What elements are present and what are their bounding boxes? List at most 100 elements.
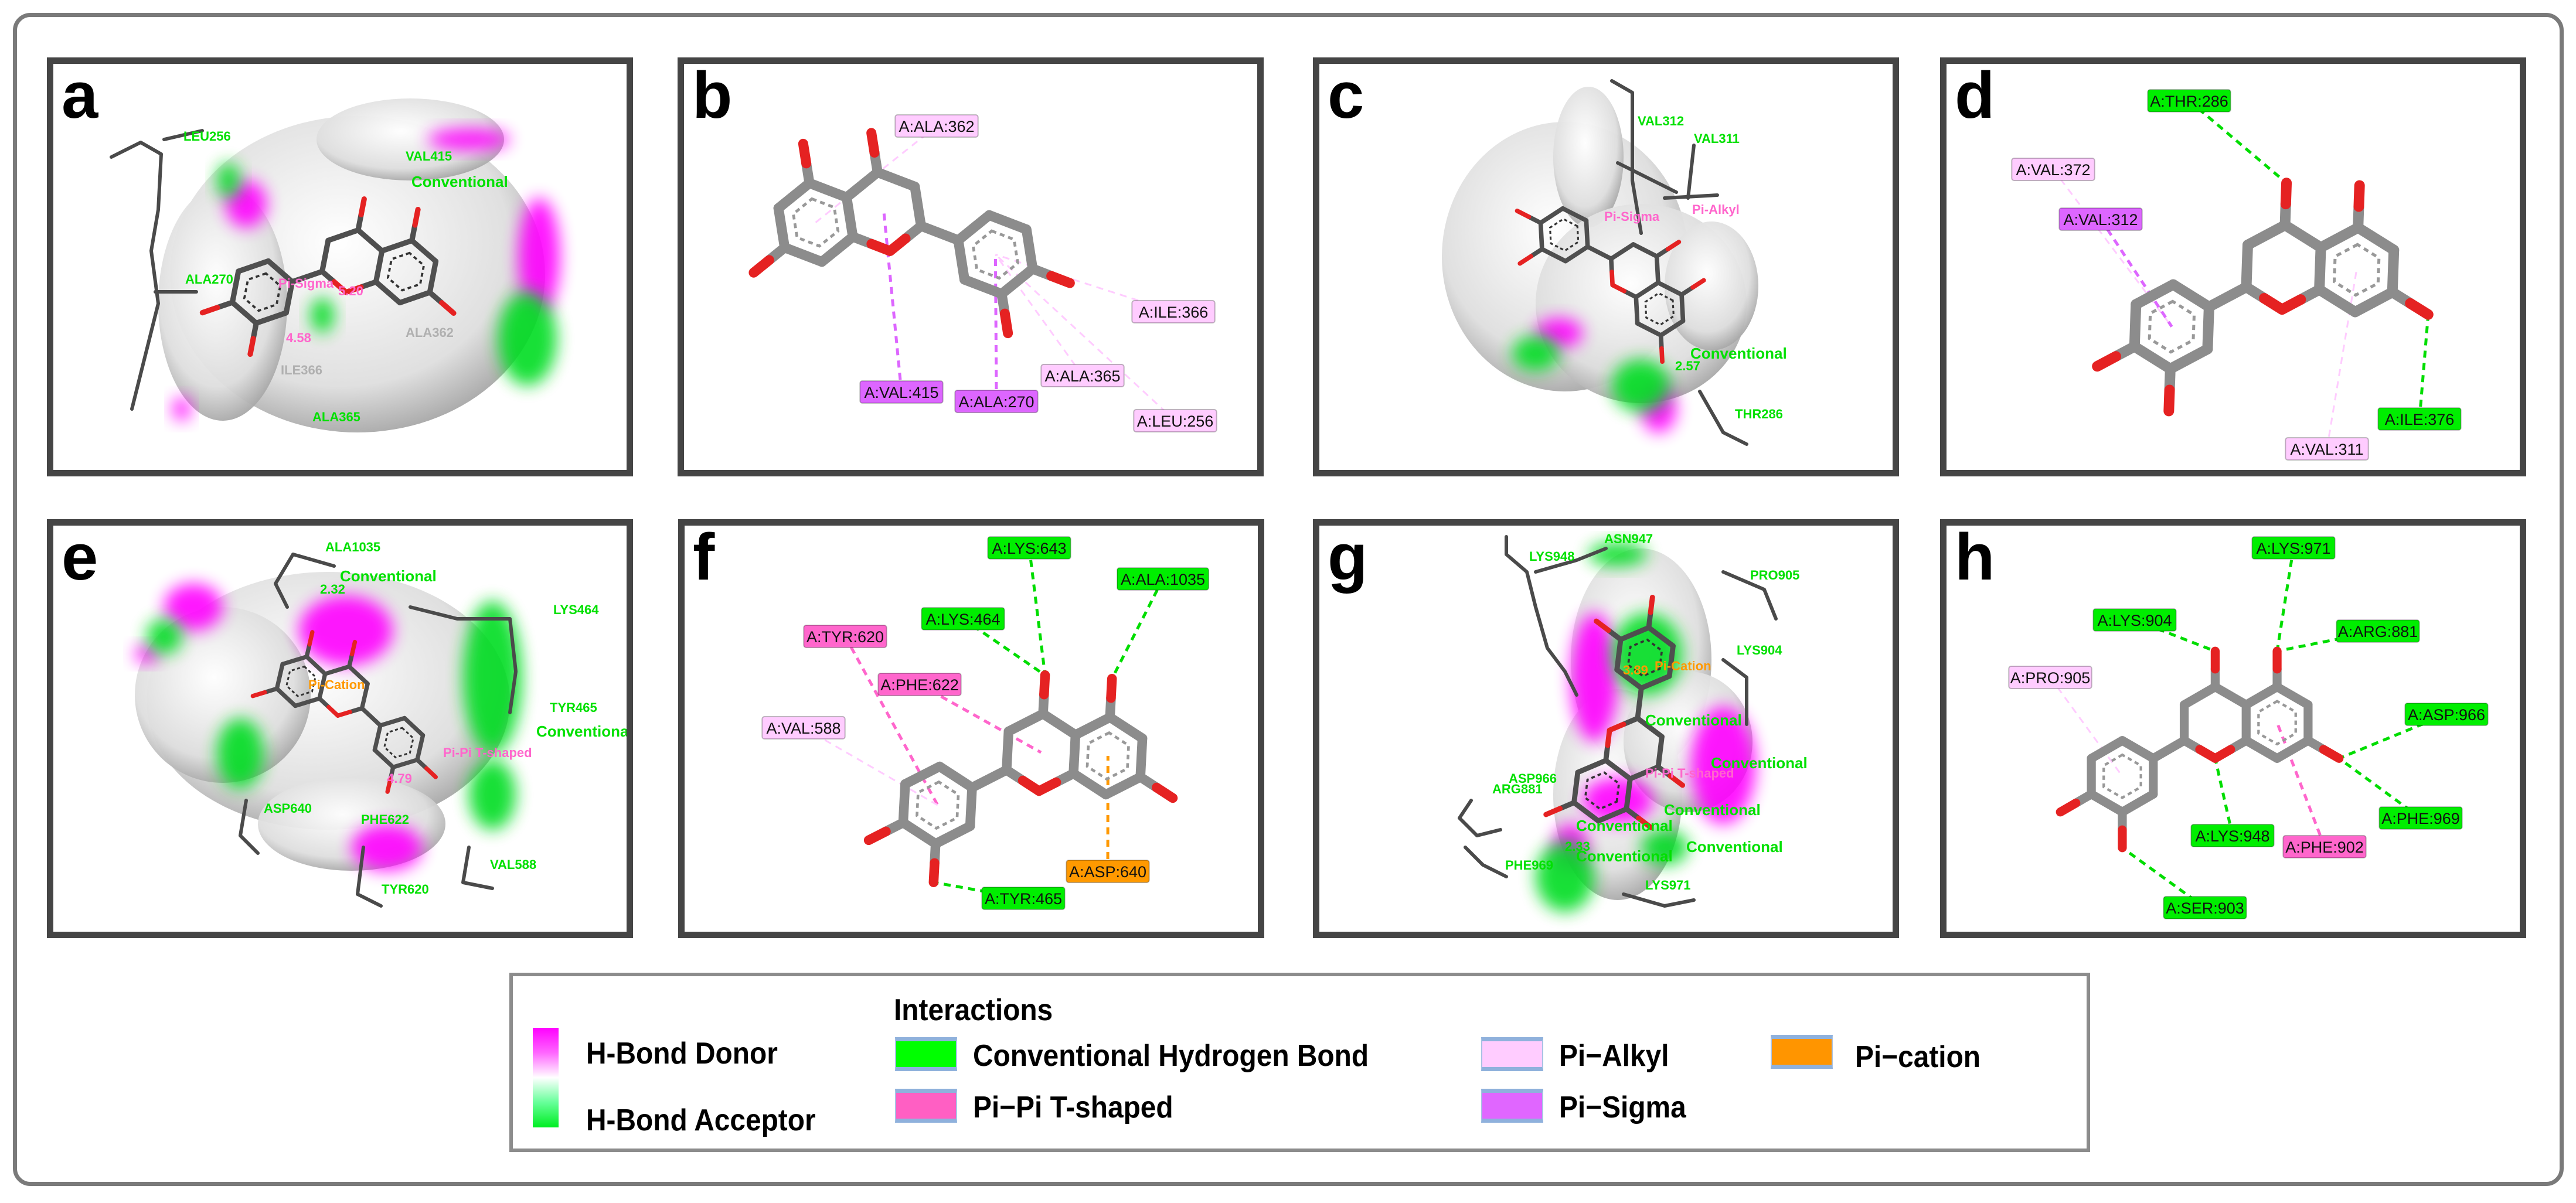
bond <box>967 765 1012 793</box>
legend-title: Interactions <box>894 993 1053 1027</box>
bond <box>2202 301 2214 355</box>
bond <box>415 733 426 762</box>
hbond-donor-patch <box>352 824 422 871</box>
residue-label-box <box>1040 364 1125 387</box>
residue-label-text: A:LYS:971 <box>2256 540 2330 557</box>
surface-annotation: 2.33 <box>1565 839 1590 854</box>
residue-label: A:ALA:270 <box>954 390 1039 413</box>
bond <box>236 258 271 274</box>
bond <box>1540 247 1568 264</box>
residue-label-box <box>2147 89 2231 113</box>
bond <box>1656 280 1684 297</box>
residue-label-box <box>877 673 962 696</box>
bond <box>280 655 309 666</box>
bond <box>2118 736 2158 763</box>
bond <box>1135 733 1148 782</box>
residue-label-box <box>921 607 1005 631</box>
bond <box>2129 299 2142 352</box>
bond <box>323 664 352 676</box>
residue-label-text: A:THR:286 <box>2150 93 2228 110</box>
surface-annotation: Pi-Alkyl <box>1692 202 1740 217</box>
residue-label-text: A:VAL:415 <box>864 384 938 401</box>
residue-label: A:ALA:1035 <box>1117 567 1209 591</box>
residue-label-text: A:ALA:362 <box>899 118 974 135</box>
ligand-molecule <box>1543 594 1686 830</box>
bond <box>1038 708 1081 740</box>
residue-label-box <box>859 380 944 404</box>
bond <box>2314 284 2361 318</box>
ligand-molecule <box>2056 646 2344 853</box>
bond <box>2179 682 2220 710</box>
residue-stick <box>461 846 494 890</box>
residue-label: A:ALA:365 <box>1040 364 1125 387</box>
oxygen-bond <box>1039 670 1050 700</box>
bond <box>1575 758 1609 775</box>
bond <box>379 237 415 254</box>
oxygen-bond <box>1517 254 1533 266</box>
residue-label-text: A:LYS:948 <box>2195 827 2269 845</box>
residue-label: A:ASP:640 <box>1066 860 1150 883</box>
surface-annotation: ALA362 <box>406 325 454 340</box>
interaction-line-conventional-hydrogen-bond <box>2418 314 2430 420</box>
residue-label-text: A:PHE:622 <box>880 676 959 694</box>
bond <box>2241 682 2282 710</box>
residue-label: A:ILE:366 <box>1131 300 1216 323</box>
surface-annotation: ASP640 <box>264 801 312 816</box>
bond <box>2242 220 2291 250</box>
residue-stick <box>1505 535 1578 697</box>
bond <box>402 715 426 738</box>
residue-label-text: A:ILE:376 <box>2385 411 2455 428</box>
residue-label-text: A:ASP:640 <box>1069 863 1146 881</box>
residue-label-text: A:VAL:372 <box>2016 161 2090 179</box>
residue-stick <box>356 846 383 908</box>
oxygen-bond <box>1152 782 1178 803</box>
residue-label: A:PHE:622 <box>877 673 962 696</box>
residue-label-box <box>981 887 1066 910</box>
legend-item-label: Pi−cation <box>1855 1040 1981 1074</box>
bond <box>359 681 370 711</box>
bond <box>1638 673 1672 691</box>
bond <box>916 221 964 246</box>
hbond-acceptor-patch <box>1536 841 1594 912</box>
oxygen-bond <box>866 128 880 158</box>
surface-annotation: 4.58 <box>286 330 311 345</box>
residue-label: A:TYR:465 <box>981 887 1066 910</box>
bond <box>355 227 385 254</box>
hbond-donor-patch <box>135 645 158 663</box>
residue-stick <box>110 141 163 411</box>
bond <box>372 748 396 769</box>
panel-e-surface-view: ALA1035 Conventional 2.32 LYS464 TYR465 Conve… <box>47 519 633 938</box>
interaction-line-conventional-hydrogen-bond <box>1110 578 1165 680</box>
hbond-donor-patch <box>164 584 223 631</box>
residue-label: A:VAL:311 <box>2285 437 2369 461</box>
residue-label-box <box>2377 407 2462 431</box>
surface-annotation: ALA1035 <box>325 540 380 554</box>
residue-label: A:LYS:948 <box>2190 824 2275 847</box>
bond <box>2314 242 2326 295</box>
surface-annotation: LYS904 <box>1737 643 1782 657</box>
bond <box>347 664 370 686</box>
bond <box>2353 222 2400 255</box>
bond <box>1105 712 1148 744</box>
surface-annotation: 2.57 <box>1675 359 1700 373</box>
bond <box>773 203 790 253</box>
bond <box>427 258 439 295</box>
oxygen-bond <box>412 206 421 228</box>
surface-region <box>317 98 504 180</box>
surface-annotation: ARG881 <box>1492 782 1543 796</box>
bond <box>253 310 289 326</box>
oxygen-bond <box>424 766 438 779</box>
residue-stick <box>1458 799 1502 837</box>
bond <box>373 248 385 285</box>
residue-label-text: A:PRO:905 <box>2010 669 2091 687</box>
bond <box>2087 736 2127 763</box>
bond <box>373 279 403 306</box>
residue-label-text: A:ALA:270 <box>958 393 1034 411</box>
bond <box>325 227 361 243</box>
bond <box>304 655 328 676</box>
legend-item-label: Pi−Pi T-shaped <box>973 1090 1173 1124</box>
surface-annotation: TYR465 <box>550 700 597 715</box>
surface-annotation: Conventional <box>411 173 508 190</box>
oxygen-bond <box>307 630 315 647</box>
aromatic-ring <box>383 727 414 759</box>
